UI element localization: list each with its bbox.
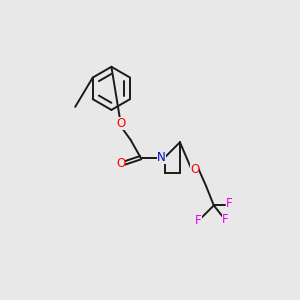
Text: F: F — [222, 213, 229, 226]
Text: O: O — [116, 157, 125, 169]
Text: F: F — [226, 197, 232, 210]
Text: N: N — [157, 151, 166, 164]
Text: O: O — [190, 163, 199, 176]
Text: F: F — [195, 214, 202, 227]
Text: O: O — [116, 116, 125, 130]
